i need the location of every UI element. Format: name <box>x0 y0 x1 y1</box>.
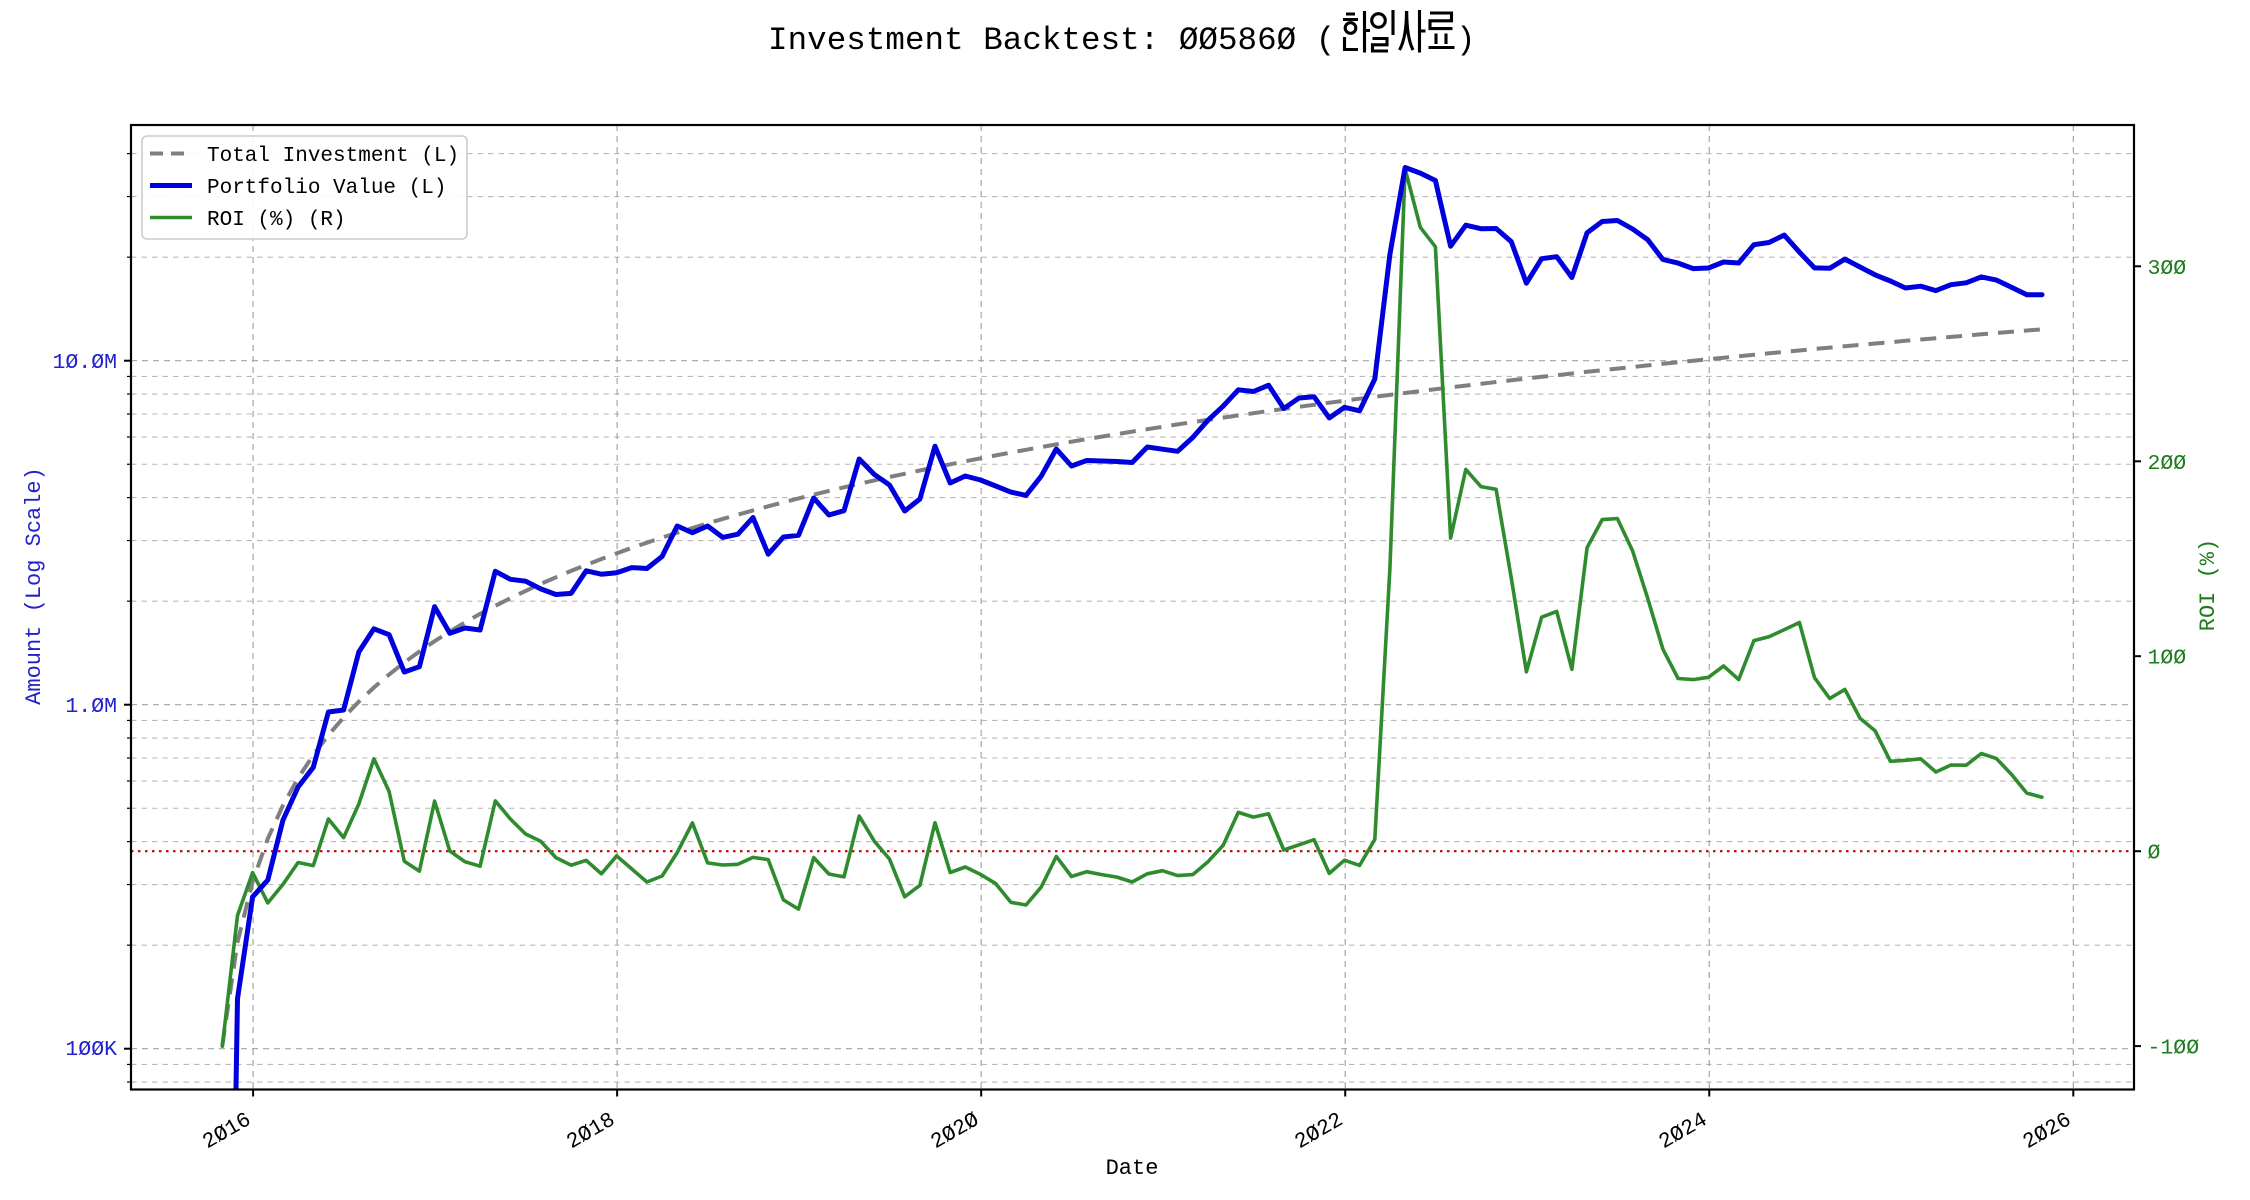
svg-text:Total Investment (L): Total Investment (L) <box>207 145 459 168</box>
svg-text:1.ØM: 1.ØM <box>65 695 117 719</box>
svg-text:Ø: Ø <box>2148 842 2161 866</box>
svg-text:-1ØØ: -1ØØ <box>2148 1037 2200 1061</box>
svg-text:ROI (%) (R): ROI (%) (R) <box>207 209 346 232</box>
svg-text:Investment Backtest: ØØ586Ø (: Investment Backtest: ØØ586Ø ( <box>768 22 1335 59</box>
svg-text:Date: Date <box>1106 1156 1159 1181</box>
svg-text:1Ø.ØM: 1Ø.ØM <box>52 351 117 375</box>
svg-text:Portfolio Value (L): Portfolio Value (L) <box>207 177 446 200</box>
svg-text:1ØØK: 1ØØK <box>65 1038 117 1062</box>
svg-text:Amount (Log Scale): Amount (Log Scale) <box>22 467 47 705</box>
svg-text:ROI (%): ROI (%) <box>2196 539 2221 631</box>
svg-text:2ØØ: 2ØØ <box>2148 452 2187 476</box>
svg-text:): ) <box>1456 22 1476 59</box>
svg-text:3ØØ: 3ØØ <box>2148 257 2187 281</box>
svg-text:1ØØ: 1ØØ <box>2148 647 2187 671</box>
